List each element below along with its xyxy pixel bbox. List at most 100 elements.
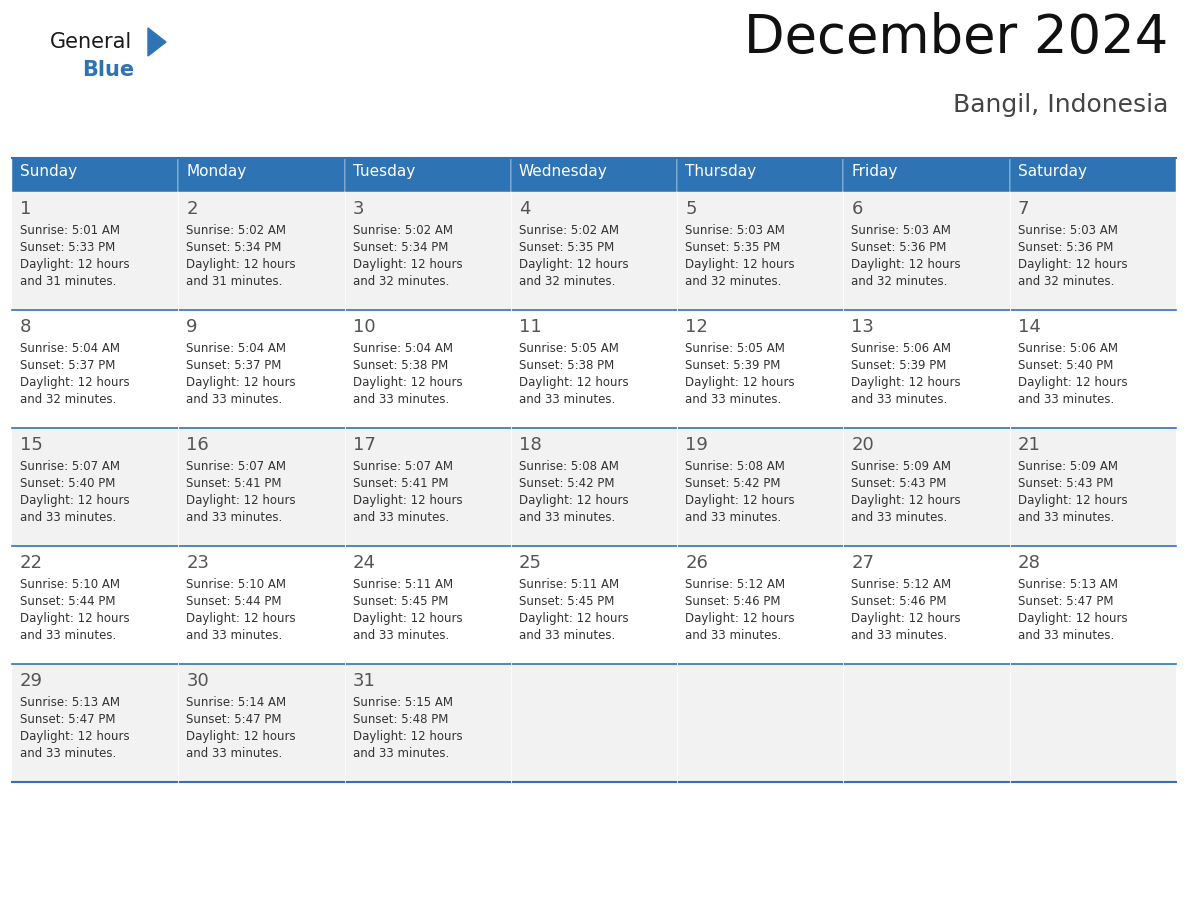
Text: and 33 minutes.: and 33 minutes. <box>353 511 449 524</box>
Text: Monday: Monday <box>187 164 247 179</box>
Text: Sunset: 5:44 PM: Sunset: 5:44 PM <box>187 595 282 608</box>
Text: Sunrise: 5:07 AM: Sunrise: 5:07 AM <box>187 460 286 473</box>
Bar <box>345 428 511 546</box>
Text: Daylight: 12 hours: Daylight: 12 hours <box>852 494 961 507</box>
Bar <box>843 192 1010 310</box>
Text: and 33 minutes.: and 33 minutes. <box>187 393 283 406</box>
Text: and 33 minutes.: and 33 minutes. <box>187 511 283 524</box>
Text: and 31 minutes.: and 31 minutes. <box>20 275 116 288</box>
Text: and 33 minutes.: and 33 minutes. <box>353 629 449 642</box>
Text: and 33 minutes.: and 33 minutes. <box>519 393 615 406</box>
Text: 30: 30 <box>187 672 209 690</box>
Text: 29: 29 <box>20 672 43 690</box>
Bar <box>1010 158 1176 192</box>
Text: Daylight: 12 hours: Daylight: 12 hours <box>20 376 129 389</box>
Text: Sunrise: 5:08 AM: Sunrise: 5:08 AM <box>519 460 619 473</box>
Text: and 33 minutes.: and 33 minutes. <box>20 747 116 760</box>
Text: Daylight: 12 hours: Daylight: 12 hours <box>685 612 795 625</box>
Text: Sunrise: 5:07 AM: Sunrise: 5:07 AM <box>353 460 453 473</box>
Text: and 33 minutes.: and 33 minutes. <box>685 393 782 406</box>
Bar <box>178 192 345 310</box>
Text: Sunrise: 5:14 AM: Sunrise: 5:14 AM <box>187 696 286 709</box>
Text: Daylight: 12 hours: Daylight: 12 hours <box>852 376 961 389</box>
Bar <box>511 310 677 428</box>
Text: Friday: Friday <box>852 164 898 179</box>
Bar <box>345 310 511 428</box>
Text: Sunset: 5:40 PM: Sunset: 5:40 PM <box>1018 359 1113 372</box>
Bar <box>511 428 677 546</box>
Text: December 2024: December 2024 <box>744 12 1168 64</box>
Text: 20: 20 <box>852 436 874 454</box>
Text: 18: 18 <box>519 436 542 454</box>
Text: Sunset: 5:37 PM: Sunset: 5:37 PM <box>20 359 115 372</box>
Text: 9: 9 <box>187 318 197 336</box>
Text: and 32 minutes.: and 32 minutes. <box>353 275 449 288</box>
Text: Sunrise: 5:02 AM: Sunrise: 5:02 AM <box>519 224 619 237</box>
Text: and 33 minutes.: and 33 minutes. <box>685 511 782 524</box>
Text: Sunrise: 5:03 AM: Sunrise: 5:03 AM <box>685 224 785 237</box>
Text: Daylight: 12 hours: Daylight: 12 hours <box>685 258 795 271</box>
Text: Daylight: 12 hours: Daylight: 12 hours <box>852 258 961 271</box>
Text: General: General <box>50 32 132 52</box>
Text: Sunset: 5:48 PM: Sunset: 5:48 PM <box>353 713 448 726</box>
Text: and 33 minutes.: and 33 minutes. <box>1018 393 1114 406</box>
Text: 8: 8 <box>20 318 31 336</box>
Text: 16: 16 <box>187 436 209 454</box>
Bar <box>511 192 677 310</box>
Text: Sunset: 5:36 PM: Sunset: 5:36 PM <box>852 241 947 254</box>
Text: 7: 7 <box>1018 200 1029 218</box>
Text: Sunset: 5:47 PM: Sunset: 5:47 PM <box>1018 595 1113 608</box>
Bar <box>1010 310 1176 428</box>
Text: Daylight: 12 hours: Daylight: 12 hours <box>353 258 462 271</box>
Text: 12: 12 <box>685 318 708 336</box>
Text: Sunset: 5:36 PM: Sunset: 5:36 PM <box>1018 241 1113 254</box>
Text: Daylight: 12 hours: Daylight: 12 hours <box>1018 494 1127 507</box>
Bar <box>12 428 178 546</box>
Text: Daylight: 12 hours: Daylight: 12 hours <box>187 730 296 743</box>
Text: 15: 15 <box>20 436 43 454</box>
Text: Sunrise: 5:12 AM: Sunrise: 5:12 AM <box>685 578 785 591</box>
Text: and 33 minutes.: and 33 minutes. <box>20 629 116 642</box>
Text: 5: 5 <box>685 200 696 218</box>
Text: and 33 minutes.: and 33 minutes. <box>353 747 449 760</box>
Text: Sunrise: 5:06 AM: Sunrise: 5:06 AM <box>852 342 952 355</box>
Text: Sunset: 5:38 PM: Sunset: 5:38 PM <box>519 359 614 372</box>
Text: Daylight: 12 hours: Daylight: 12 hours <box>353 730 462 743</box>
Text: Sunrise: 5:10 AM: Sunrise: 5:10 AM <box>20 578 120 591</box>
Text: Sunset: 5:40 PM: Sunset: 5:40 PM <box>20 477 115 490</box>
Bar <box>843 158 1010 192</box>
Text: Sunrise: 5:03 AM: Sunrise: 5:03 AM <box>852 224 952 237</box>
Text: and 33 minutes.: and 33 minutes. <box>187 747 283 760</box>
Text: Daylight: 12 hours: Daylight: 12 hours <box>353 494 462 507</box>
Text: Sunset: 5:34 PM: Sunset: 5:34 PM <box>187 241 282 254</box>
Bar <box>511 158 677 192</box>
Text: 19: 19 <box>685 436 708 454</box>
Text: Thursday: Thursday <box>685 164 757 179</box>
Text: 1: 1 <box>20 200 31 218</box>
Text: Daylight: 12 hours: Daylight: 12 hours <box>1018 612 1127 625</box>
Text: Sunset: 5:45 PM: Sunset: 5:45 PM <box>519 595 614 608</box>
Text: 10: 10 <box>353 318 375 336</box>
Text: and 33 minutes.: and 33 minutes. <box>519 511 615 524</box>
Text: Sunset: 5:45 PM: Sunset: 5:45 PM <box>353 595 448 608</box>
Bar <box>12 310 178 428</box>
Text: Saturday: Saturday <box>1018 164 1087 179</box>
Text: Sunrise: 5:15 AM: Sunrise: 5:15 AM <box>353 696 453 709</box>
Bar <box>12 158 178 192</box>
Text: Sunrise: 5:04 AM: Sunrise: 5:04 AM <box>20 342 120 355</box>
Text: Sunrise: 5:11 AM: Sunrise: 5:11 AM <box>519 578 619 591</box>
Text: and 33 minutes.: and 33 minutes. <box>519 629 615 642</box>
Text: and 32 minutes.: and 32 minutes. <box>685 275 782 288</box>
Text: Daylight: 12 hours: Daylight: 12 hours <box>20 612 129 625</box>
Text: Sunrise: 5:03 AM: Sunrise: 5:03 AM <box>1018 224 1118 237</box>
Bar <box>677 310 843 428</box>
Text: Daylight: 12 hours: Daylight: 12 hours <box>685 376 795 389</box>
Text: Sunset: 5:39 PM: Sunset: 5:39 PM <box>852 359 947 372</box>
Text: 13: 13 <box>852 318 874 336</box>
Text: Sunrise: 5:02 AM: Sunrise: 5:02 AM <box>187 224 286 237</box>
Text: 17: 17 <box>353 436 375 454</box>
Text: Sunrise: 5:12 AM: Sunrise: 5:12 AM <box>852 578 952 591</box>
Bar <box>677 428 843 546</box>
Text: Sunrise: 5:07 AM: Sunrise: 5:07 AM <box>20 460 120 473</box>
Bar <box>12 192 178 310</box>
